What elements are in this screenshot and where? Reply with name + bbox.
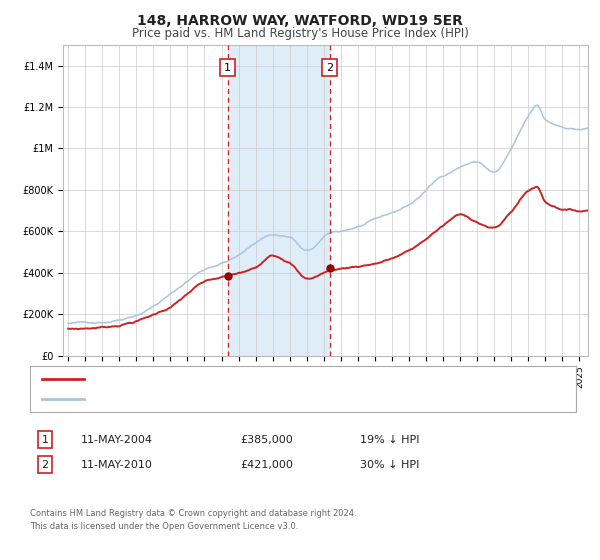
Text: 1: 1 <box>224 63 231 73</box>
Text: 148, HARROW WAY, WATFORD, WD19 5ER (detached house): 148, HARROW WAY, WATFORD, WD19 5ER (deta… <box>93 374 430 384</box>
Text: 148, HARROW WAY, WATFORD, WD19 5ER: 148, HARROW WAY, WATFORD, WD19 5ER <box>137 14 463 28</box>
Text: 11-MAY-2010: 11-MAY-2010 <box>81 460 153 470</box>
Text: 2: 2 <box>41 460 49 470</box>
Text: 1: 1 <box>41 435 49 445</box>
Text: 2: 2 <box>326 63 334 73</box>
Text: 19% ↓ HPI: 19% ↓ HPI <box>360 435 419 445</box>
Text: £421,000: £421,000 <box>240 460 293 470</box>
Bar <box>227 45 330 356</box>
Text: Price paid vs. HM Land Registry's House Price Index (HPI): Price paid vs. HM Land Registry's House … <box>131 27 469 40</box>
Text: 30% ↓ HPI: 30% ↓ HPI <box>360 460 419 470</box>
Text: Contains HM Land Registry data © Crown copyright and database right 2024.: Contains HM Land Registry data © Crown c… <box>30 509 356 518</box>
Text: This data is licensed under the Open Government Licence v3.0.: This data is licensed under the Open Gov… <box>30 522 298 531</box>
Text: 11-MAY-2004: 11-MAY-2004 <box>81 435 153 445</box>
Text: £385,000: £385,000 <box>240 435 293 445</box>
Text: HPI: Average price, detached house, Three Rivers: HPI: Average price, detached house, Thre… <box>93 394 370 404</box>
